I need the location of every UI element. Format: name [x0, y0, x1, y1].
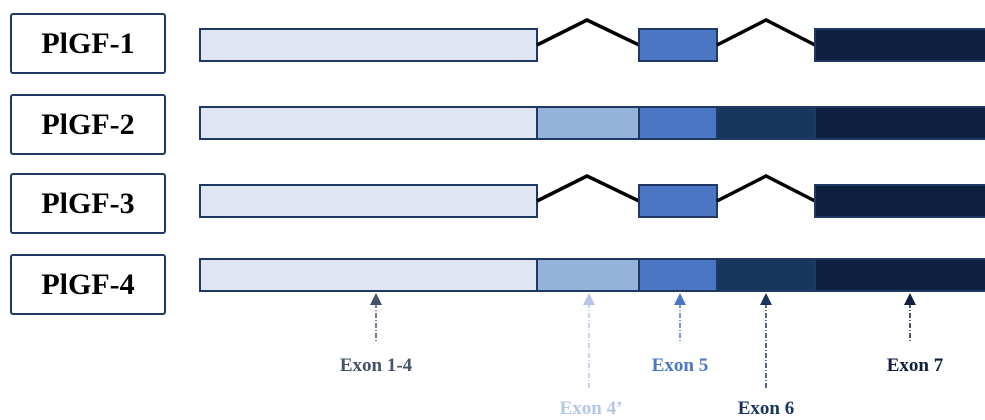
splice-junction: [536, 174, 640, 203]
exon-4-prime-block: [536, 106, 640, 140]
splice-junction: [536, 18, 640, 47]
exon-6-block: [716, 106, 816, 140]
isoform-label-plgf-1: PlGF-1: [10, 13, 166, 74]
exon-5-block: [638, 106, 718, 140]
arrow-up-icon: [760, 293, 772, 305]
isoform-label-plgf-4: PlGF-4: [10, 254, 166, 315]
exon-7-block: [814, 106, 985, 140]
exon-1-4-block: [199, 258, 538, 292]
exon-1-4-block: [199, 184, 538, 218]
pointer-exon-6: [760, 293, 772, 388]
exon-label-5: Exon 5: [652, 355, 709, 376]
splice-junction: [716, 174, 816, 203]
exon-1-4-block: [199, 28, 538, 62]
isoform-row-plgf-1: [199, 18, 985, 62]
exon-5-block: [638, 184, 718, 218]
exon-label-6: Exon 6: [738, 398, 795, 419]
arrow-up-icon: [674, 293, 686, 305]
isoform-label-plgf-2: PlGF-2: [10, 94, 166, 155]
arrow-up-icon: [904, 293, 916, 305]
exon-7-block: [814, 184, 985, 218]
exon-4-prime-block: [536, 258, 640, 292]
exon-7-block: [814, 258, 985, 292]
exon-7-block: [814, 28, 985, 62]
isoform-label-plgf-3: PlGF-3: [10, 173, 166, 234]
pointer-exon-7: [904, 293, 916, 343]
splice-junction: [716, 18, 816, 47]
pointer-exon-1-4: [370, 293, 382, 343]
exon-label-1-4: Exon 1-4: [340, 355, 413, 376]
exon-5-block: [638, 28, 718, 62]
exon-5-block: [638, 258, 718, 292]
isoform-row-plgf-4: [199, 258, 985, 292]
arrow-up-icon: [583, 293, 595, 305]
pointer-exon-4-prime: [583, 293, 595, 388]
isoform-row-plgf-3: [199, 174, 985, 218]
pointer-exon-5: [674, 293, 686, 343]
isoform-row-plgf-2: [199, 106, 985, 140]
arrow-up-icon: [370, 293, 382, 305]
exon-6-block: [716, 258, 816, 292]
exon-label-7: Exon 7: [887, 355, 944, 376]
exon-label-4-prime: Exon 4’: [560, 398, 623, 419]
exon-1-4-block: [199, 106, 538, 140]
